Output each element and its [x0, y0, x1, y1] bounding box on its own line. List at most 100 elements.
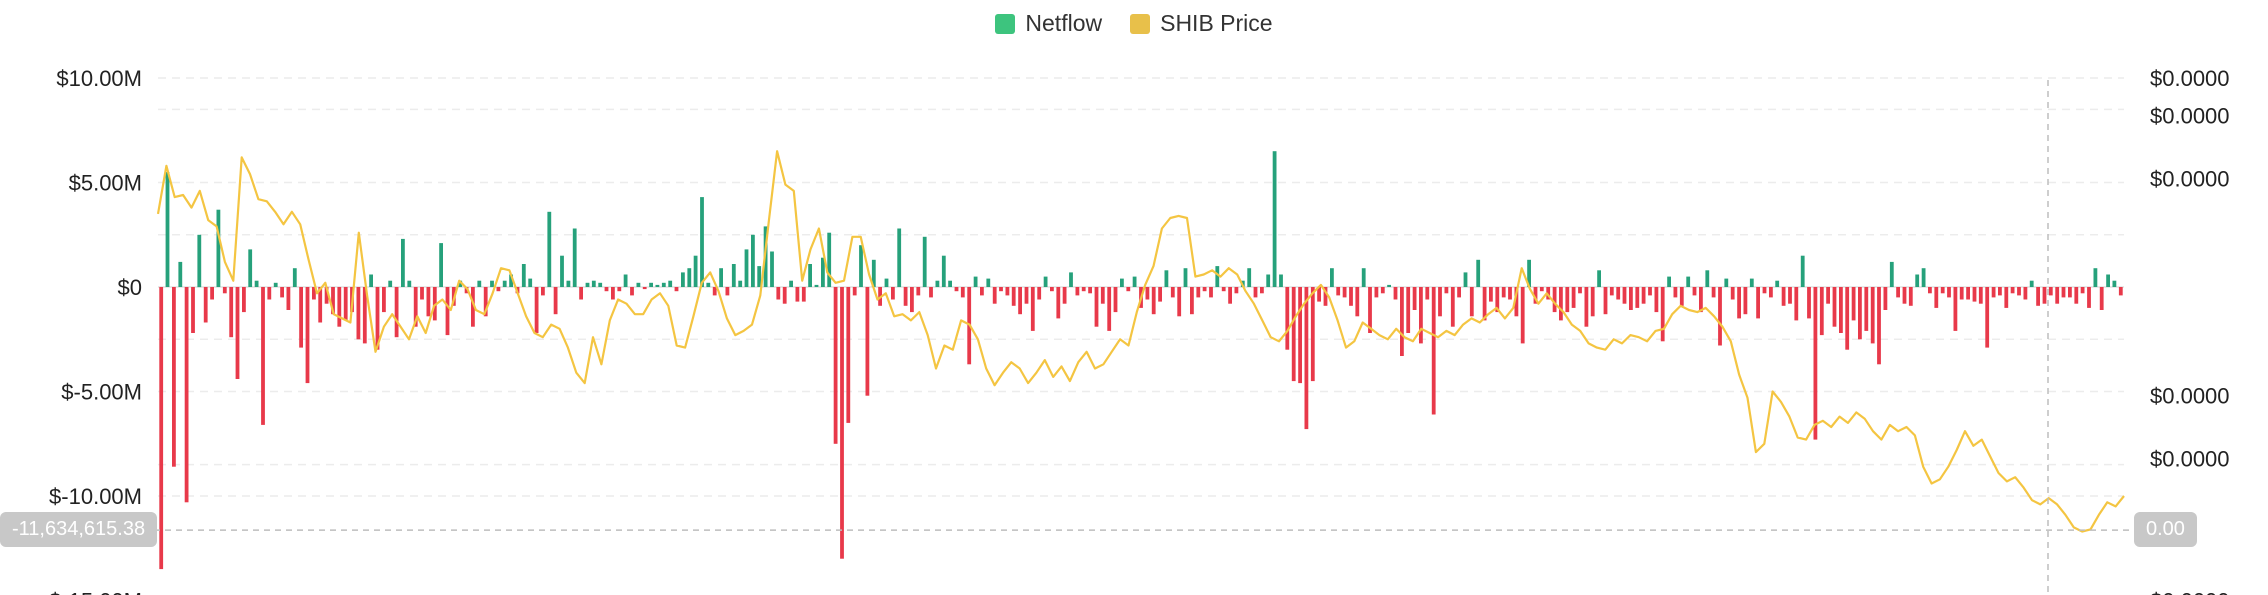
- netflow-bar: [1037, 287, 1042, 300]
- netflow-bar: [1221, 287, 1226, 292]
- netflow-bar: [1832, 287, 1837, 327]
- netflow-bar: [2029, 280, 2034, 287]
- netflow-bar: [1005, 287, 1010, 296]
- netflow-bar: [948, 280, 952, 287]
- netflow-bar: [897, 228, 902, 287]
- netflow-bar: [1654, 287, 1659, 313]
- netflow-bar: [541, 287, 545, 296]
- netflow-bar: [1043, 276, 1048, 287]
- netflow-bar: [795, 287, 800, 302]
- netflow-bar: [1775, 280, 1780, 287]
- legend-item-netflow[interactable]: Netflow: [995, 10, 1102, 37]
- netflow-bar: [1050, 287, 1054, 292]
- netflow-bar: [1011, 287, 1016, 306]
- netflow-bar: [1075, 287, 1080, 296]
- netflow-bar: [2023, 287, 2028, 300]
- netflow-bar: [623, 274, 628, 287]
- netflow-bar: [1928, 287, 1932, 294]
- netflow-bar: [356, 287, 361, 340]
- netflow-bar: [2068, 287, 2072, 298]
- netflow-bar: [808, 264, 812, 287]
- netflow-bar: [560, 255, 564, 287]
- netflow-bar: [1158, 287, 1162, 302]
- price-line-layer: [156, 150, 2125, 533]
- netflow-bar: [1813, 287, 1818, 440]
- left-tick-label: $5.00M: [69, 171, 142, 196]
- netflow-bar: [1921, 268, 1926, 287]
- netflow-bar: [712, 287, 717, 296]
- netflow-bar: [738, 280, 743, 287]
- netflow-bar: [719, 268, 723, 287]
- netflow-bar: [1902, 287, 1907, 304]
- netflow-bar: [254, 280, 259, 287]
- netflow-bar: [2118, 287, 2123, 296]
- netflow-bar: [1667, 276, 1671, 287]
- netflow-bar: [681, 272, 685, 287]
- netflow-bar: [1024, 287, 1029, 304]
- netflow-bar: [1425, 287, 1430, 300]
- netflow-bar: [528, 278, 533, 287]
- netflow-bar: [483, 287, 488, 317]
- netflow-bar: [591, 280, 596, 287]
- netflow-bar: [611, 287, 615, 300]
- netflow-bar: [1132, 276, 1137, 287]
- netflow-bar: [922, 236, 927, 287]
- left-tick-label: $-5.00M: [61, 380, 142, 405]
- right-tick-label: $0.0000: [2150, 446, 2230, 471]
- left-tick-label: $10.00M: [56, 66, 142, 91]
- netflow-bar: [229, 287, 234, 338]
- netflow-bar: [865, 287, 870, 396]
- netflow-bar: [776, 287, 781, 300]
- netflow-bar: [1794, 287, 1799, 321]
- netflow-bar: [439, 243, 443, 287]
- netflow-bar: [1648, 287, 1652, 296]
- netflow-bar: [1533, 287, 1538, 304]
- netflow-bar: [261, 287, 265, 425]
- netflow-bar: [1361, 268, 1366, 287]
- right-axis: $0.0000 $0.0000 $0.0000 $0.0000 $0.0000 $0.00…: [2150, 66, 2230, 595]
- netflow-bar: [1126, 287, 1131, 292]
- netflow-bar: [1947, 287, 1951, 298]
- legend-price-label: SHIB Price: [1160, 10, 1273, 36]
- netflow-bar: [362, 287, 367, 344]
- netflow-bar: [1501, 287, 1506, 298]
- netflow-bar: [1387, 284, 1391, 287]
- netflow-bar: [910, 287, 914, 313]
- netflow-bar: [1272, 151, 1277, 287]
- netflow-bar: [1349, 287, 1353, 306]
- netflow-bar: [960, 287, 965, 298]
- legend: Netflow SHIB Price: [0, 10, 2268, 37]
- legend-item-price[interactable]: SHIB Price: [1130, 10, 1273, 37]
- netflow-bar: [1743, 287, 1748, 315]
- price-swatch: [1130, 13, 1151, 34]
- netflow-bar: [369, 274, 373, 287]
- netflow-bar: [2080, 287, 2085, 294]
- netflow-bar: [375, 287, 380, 350]
- left-tick-label: $0: [118, 275, 142, 300]
- netflow-bar: [1469, 287, 1474, 317]
- right-tick-label: $0.0000: [2150, 166, 2230, 191]
- netflow-bar: [649, 282, 653, 287]
- netflow-bar: [382, 287, 386, 313]
- netflow-bar: [299, 287, 303, 348]
- netflow-bar: [1120, 278, 1124, 287]
- netflow-bar: [178, 261, 183, 287]
- netflow-bar: [1400, 287, 1404, 356]
- netflow-bar: [331, 287, 335, 315]
- netflow-bar: [2004, 287, 2009, 308]
- netflow-bar: [1215, 266, 1220, 287]
- netflow-bar: [1953, 287, 1958, 331]
- netflow-bar: [1972, 287, 1977, 302]
- netflow-bar: [1317, 287, 1321, 302]
- netflow-bar: [1851, 287, 1856, 321]
- netflow-bar: [1845, 287, 1850, 350]
- netflow-bar: [197, 234, 202, 288]
- netflow-bar: [1247, 268, 1252, 287]
- netflow-bar: [1584, 287, 1589, 327]
- netflow-bar: [1692, 287, 1697, 296]
- netflow-bar: [566, 280, 571, 287]
- netflow-bar: [731, 264, 736, 287]
- netflow-bar: [1069, 272, 1073, 287]
- netflow-bar: [693, 255, 698, 287]
